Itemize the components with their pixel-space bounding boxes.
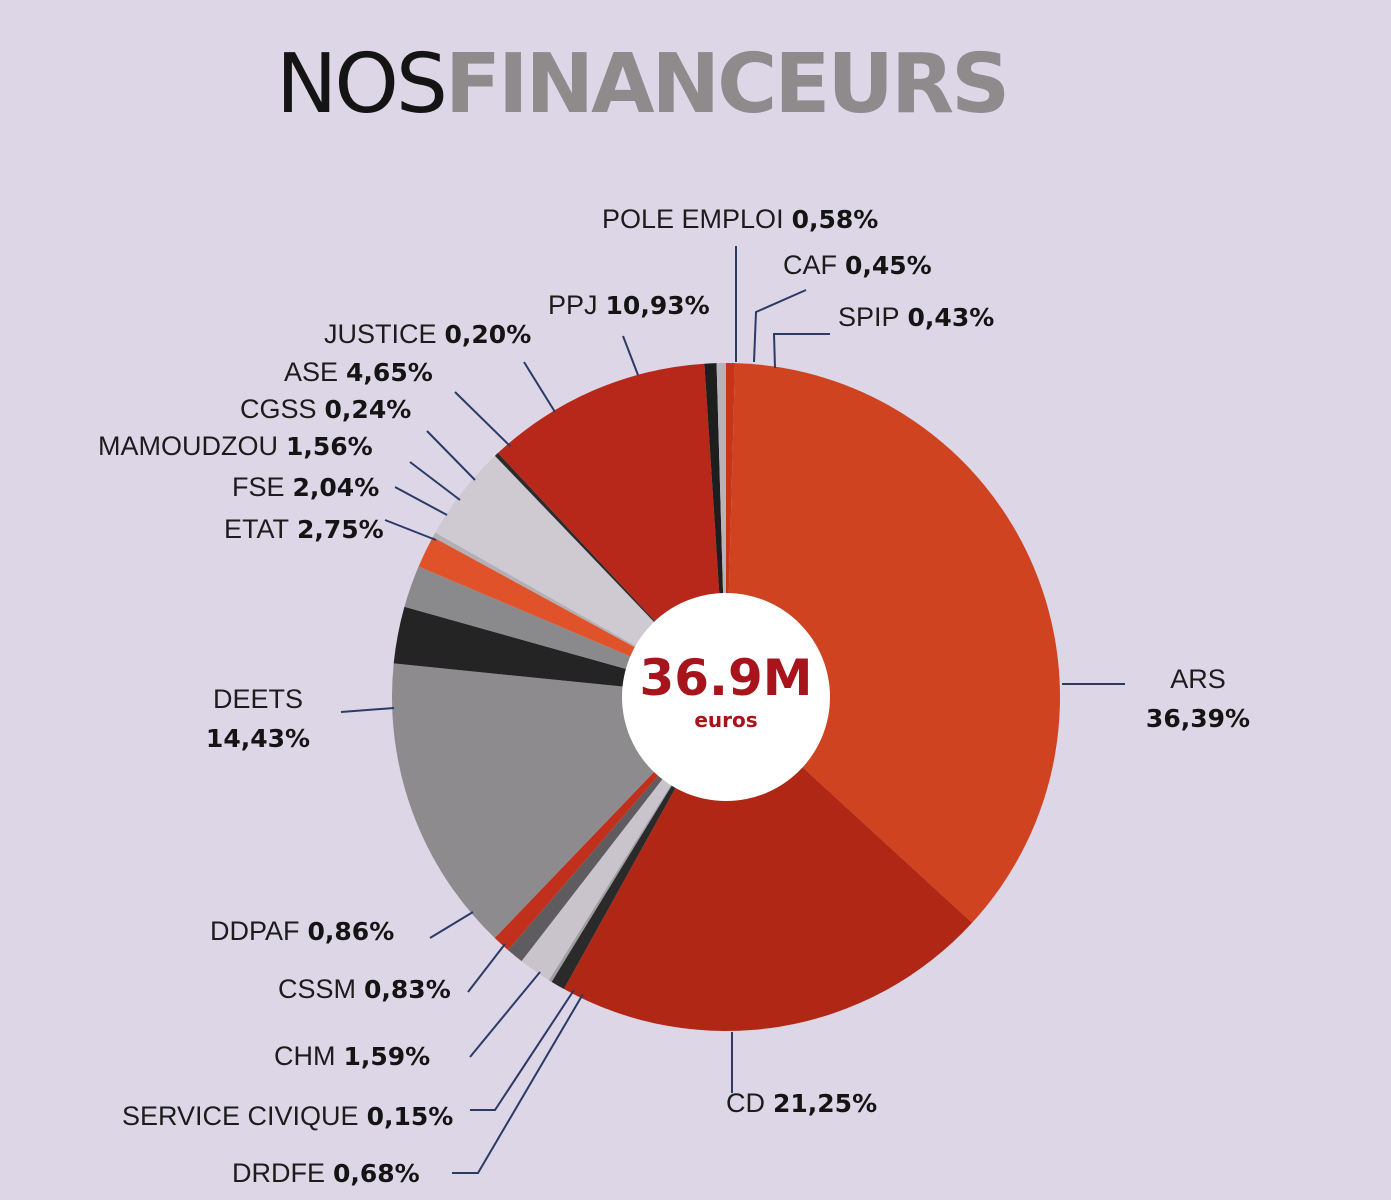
label-value-deets: 14,43% bbox=[206, 724, 310, 753]
label-value-pole-emploi: 0,58% bbox=[792, 205, 879, 234]
chart-leader-lines bbox=[340, 246, 1125, 1174]
leader-line-cgss bbox=[426, 430, 476, 481]
label-name-cgss: CGSS bbox=[240, 394, 317, 424]
label-value-service-civique: 0,15% bbox=[367, 1102, 454, 1131]
label-value-caf: 0,45% bbox=[845, 251, 932, 280]
label-value-justice: 0,20% bbox=[445, 320, 532, 349]
label-spip: SPIP 0,43% bbox=[838, 302, 994, 332]
label-name-spip: SPIP bbox=[838, 302, 900, 332]
leader-line-caf bbox=[753, 289, 807, 363]
center-total-unit: euros bbox=[694, 708, 757, 732]
page-title: NOSFINANCEURS bbox=[276, 44, 1010, 126]
leader-line-ase bbox=[454, 391, 511, 447]
label-ppj: PPJ 10,93% bbox=[548, 290, 710, 320]
label-justice: JUSTICE 0,20% bbox=[324, 319, 531, 349]
label-name-service-civique: SERVICE CIVIQUE bbox=[122, 1101, 359, 1131]
label-deets: DEETS 14,43% bbox=[206, 684, 310, 753]
leader-line-fse bbox=[394, 486, 448, 516]
label-value-chm: 1,59% bbox=[344, 1042, 431, 1071]
leader-line-ppj bbox=[622, 335, 639, 376]
label-service-civique: SERVICE CIVIQUE 0,15% bbox=[122, 1101, 453, 1131]
leader-line-drdfe bbox=[452, 993, 584, 1174]
label-value-cd: 21,25% bbox=[773, 1089, 877, 1118]
label-cssm: CSSM 0,83% bbox=[278, 974, 451, 1004]
leader-line-mamoudzou bbox=[409, 461, 461, 501]
label-value-fse: 2,04% bbox=[293, 473, 380, 502]
label-name-drdfe: DRDFE bbox=[232, 1158, 325, 1188]
leader-line-service-civique bbox=[470, 989, 575, 1111]
label-pole-emploi: POLE EMPLOI 0,58% bbox=[602, 204, 878, 234]
label-value-cssm: 0,83% bbox=[364, 975, 451, 1004]
title-part-nos: NOS bbox=[276, 37, 448, 132]
label-value-ddpaf: 0,86% bbox=[308, 917, 395, 946]
label-name-ars: ARS bbox=[1170, 664, 1226, 694]
label-value-cgss: 0,24% bbox=[325, 395, 412, 424]
label-mamoudzou: MAMOUDZOU 1,56% bbox=[98, 431, 373, 461]
label-etat: ETAT 2,75% bbox=[224, 514, 384, 544]
label-value-mamoudzou: 1,56% bbox=[286, 432, 373, 461]
title-part-financeurs: FINANCEURS bbox=[444, 37, 1010, 132]
label-ddpaf: DDPAF 0,86% bbox=[210, 916, 394, 946]
label-name-justice: JUSTICE bbox=[324, 319, 437, 349]
label-ase: ASE 4,65% bbox=[284, 357, 433, 387]
center-total-value: 36.9M bbox=[639, 649, 812, 707]
label-name-cssm: CSSM bbox=[278, 974, 356, 1004]
label-cgss: CGSS 0,24% bbox=[240, 394, 411, 424]
label-name-chm: CHM bbox=[274, 1041, 336, 1071]
label-name-fse: FSE bbox=[232, 472, 285, 502]
label-name-deets: DEETS bbox=[213, 684, 303, 714]
label-name-mamoudzou: MAMOUDZOU bbox=[98, 431, 278, 461]
leader-line-etat bbox=[384, 519, 437, 541]
label-value-ars: 36,39% bbox=[1146, 704, 1250, 733]
leader-line-spip bbox=[772, 333, 830, 369]
label-chm: CHM 1,59% bbox=[274, 1041, 430, 1071]
label-ars: ARS 36,39% bbox=[1146, 664, 1250, 733]
label-caf: CAF 0,45% bbox=[783, 250, 932, 280]
leader-line-justice bbox=[523, 361, 556, 413]
label-name-cd: CD bbox=[726, 1088, 765, 1118]
label-cd: CD 21,25% bbox=[726, 1088, 877, 1118]
slice-ars bbox=[726, 363, 1061, 923]
slice-cd bbox=[563, 697, 973, 1032]
leader-line-chm bbox=[469, 971, 541, 1058]
label-value-spip: 0,43% bbox=[908, 303, 995, 332]
leader-line-cssm bbox=[467, 943, 506, 993]
label-name-etat: ETAT bbox=[224, 514, 289, 544]
label-name-ase: ASE bbox=[284, 357, 338, 387]
label-drdfe: DRDFE 0,68% bbox=[232, 1158, 420, 1188]
label-name-pole-emploi: POLE EMPLOI bbox=[602, 204, 784, 234]
label-value-etat: 2,75% bbox=[297, 515, 384, 544]
leader-line-ddpaf bbox=[429, 911, 474, 939]
label-fse: FSE 2,04% bbox=[232, 472, 379, 502]
label-name-caf: CAF bbox=[783, 250, 837, 280]
label-name-ppj: PPJ bbox=[548, 290, 598, 320]
donut-center bbox=[622, 593, 830, 801]
label-value-ppj: 10,93% bbox=[606, 291, 710, 320]
chart-labels: SPIP 0,43% ARS 36,39% CD 21,25% DRDFE 0,68% SERV… bbox=[98, 204, 1250, 1188]
label-value-drdfe: 0,68% bbox=[333, 1159, 420, 1188]
leader-line-deets bbox=[340, 707, 395, 713]
label-name-ddpaf: DDPAF bbox=[210, 916, 300, 946]
label-value-ase: 4,65% bbox=[346, 358, 433, 387]
